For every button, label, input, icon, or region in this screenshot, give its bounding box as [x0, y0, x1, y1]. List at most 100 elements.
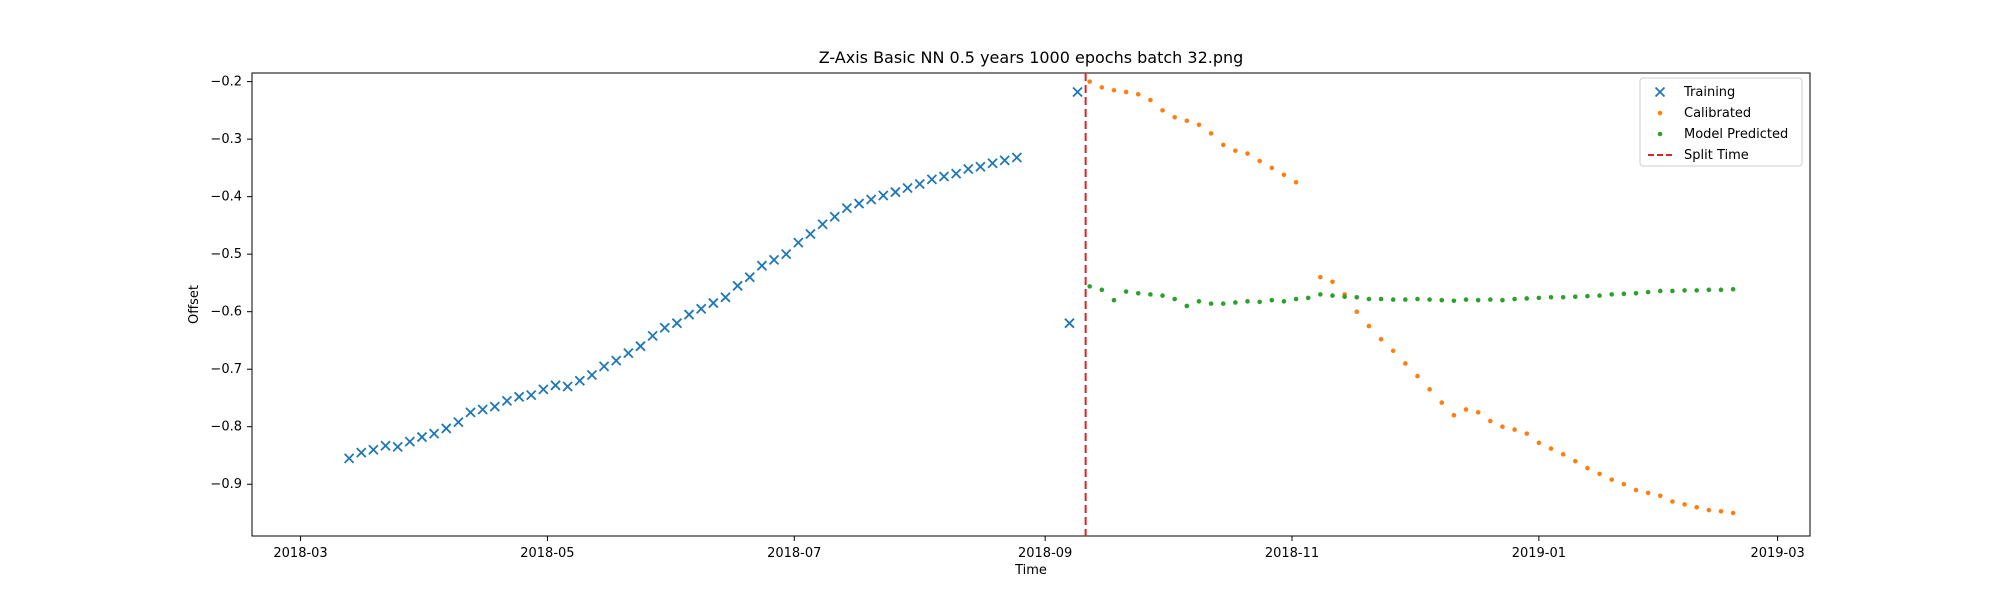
data-point	[477, 404, 488, 415]
data-point	[1330, 293, 1335, 298]
data-point	[513, 391, 525, 402]
data-point	[441, 423, 452, 434]
legend-marker	[1657, 110, 1663, 116]
data-point	[781, 249, 792, 260]
data-point	[1548, 295, 1554, 300]
data-point	[1269, 297, 1275, 303]
data-point	[1463, 407, 1469, 412]
data-point	[380, 440, 391, 451]
data-point	[1488, 418, 1493, 424]
data-point	[1718, 287, 1724, 293]
data-point	[696, 303, 707, 314]
data-point	[1633, 487, 1639, 493]
x-tick-label: 2019-01	[1512, 546, 1566, 561]
data-point	[1099, 287, 1105, 293]
data-point	[708, 297, 719, 309]
data-point	[1475, 410, 1481, 415]
data-point	[1585, 293, 1590, 299]
legend-item-split-time: Split Time	[1648, 148, 1749, 163]
data-point	[1148, 97, 1153, 103]
data-point	[1427, 387, 1432, 392]
data-point	[623, 347, 634, 359]
legend-box	[1639, 77, 1803, 167]
data-point	[1172, 296, 1177, 302]
data-point	[1123, 289, 1129, 294]
data-point	[1730, 286, 1736, 292]
data-point	[975, 161, 986, 172]
data-point	[1548, 446, 1554, 451]
data-point	[1403, 361, 1408, 366]
data-point	[538, 384, 549, 395]
data-point	[1597, 471, 1602, 477]
data-point	[343, 453, 355, 464]
data-point	[1281, 299, 1287, 304]
x-axis-label: Time	[1014, 563, 1047, 578]
data-point	[926, 174, 937, 185]
data-point	[1196, 299, 1202, 304]
data-point	[878, 190, 889, 201]
data-point	[1621, 481, 1627, 487]
legend-label: Model Predicted	[1684, 127, 1788, 142]
data-point	[1730, 510, 1736, 516]
data-point	[647, 330, 658, 341]
data-point	[1488, 297, 1493, 302]
chart-title: Z-Axis Basic NN 0.5 years 1000 epochs ba…	[819, 48, 1244, 67]
data-point	[1609, 292, 1615, 297]
data-point	[1257, 158, 1262, 164]
y-tick-label: −0.5	[210, 247, 242, 262]
legend-label: Training	[1683, 85, 1735, 100]
data-point	[1330, 279, 1335, 285]
legend-label: Split Time	[1684, 148, 1749, 163]
data-point	[1160, 108, 1165, 113]
data-point	[671, 318, 683, 329]
data-point	[1682, 502, 1687, 507]
data-point	[1670, 288, 1675, 294]
y-tick-label: −0.2	[210, 75, 242, 90]
data-point	[392, 441, 403, 452]
data-point	[1160, 293, 1165, 298]
data-point	[1245, 151, 1250, 156]
legend-item-calibrated: Calibrated	[1657, 106, 1751, 121]
data-point	[1064, 318, 1075, 329]
data-point	[1390, 348, 1396, 354]
data-point	[1220, 142, 1226, 148]
data-point	[1657, 288, 1663, 294]
series-calibrated	[1087, 79, 1736, 516]
data-point	[1378, 336, 1384, 342]
y-tick-label: −0.8	[210, 420, 242, 435]
x-tick-label: 2018-03	[273, 546, 327, 561]
data-point	[1148, 292, 1153, 297]
data-point	[1390, 297, 1396, 302]
x-tick-label: 2019-03	[1750, 546, 1804, 561]
data-point	[1220, 301, 1226, 306]
y-tick-label: −0.7	[210, 362, 242, 377]
data-point	[768, 254, 780, 266]
data-point	[744, 272, 755, 283]
data-point	[465, 407, 476, 418]
data-point	[841, 203, 853, 214]
y-tick-label: −0.4	[210, 190, 242, 205]
data-point	[1597, 293, 1602, 298]
data-point	[1366, 323, 1372, 329]
data-point	[1245, 299, 1250, 304]
data-point	[1451, 412, 1457, 418]
data-point	[1572, 294, 1578, 300]
data-point	[1706, 287, 1712, 293]
data-point	[1403, 297, 1408, 302]
data-point	[1196, 122, 1202, 128]
data-point	[1257, 299, 1262, 305]
data-point	[1500, 424, 1505, 430]
data-point	[1645, 289, 1651, 295]
data-point	[1087, 284, 1092, 289]
data-point	[1621, 291, 1627, 297]
data-point	[1011, 152, 1022, 163]
data-point	[611, 355, 622, 366]
data-point	[368, 444, 379, 455]
data-point	[574, 375, 585, 386]
y-axis: −0.9 −0.8 −0.7 −0.6 −0.5 −0.4 −0.3 −0.2	[210, 75, 252, 492]
data-point	[1633, 290, 1639, 296]
data-point	[1670, 499, 1675, 504]
data-point	[1378, 296, 1384, 302]
data-point	[356, 447, 367, 458]
